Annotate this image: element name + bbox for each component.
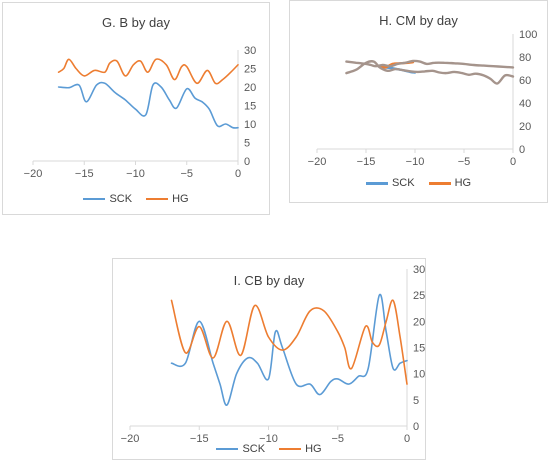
x-tick-label: −5: [458, 156, 471, 168]
x-tick-label: −10: [259, 433, 278, 445]
legend-item-hg: HG: [279, 443, 322, 455]
y-tick-label: 20: [244, 82, 256, 94]
x-tick-label: −10: [406, 156, 425, 168]
legend-swatch-hg: [279, 448, 302, 450]
x-tick-label: −10: [126, 168, 145, 180]
legend-item-hg: HG: [146, 193, 189, 205]
x-tick-label: −5: [331, 433, 344, 445]
chart-plot-i: −20 −15 −10 −5 00 5 10 15 20 25 30: [121, 264, 426, 445]
y-tick-label: 5: [413, 395, 419, 407]
y-tick-label: 10: [244, 119, 256, 131]
chart-panel-g: G. B by day −20 −15 −10 −5 0 0 5 10 15 20 25 30 SCK…: [2, 2, 270, 215]
y-tick-label: 15: [244, 101, 256, 113]
x-tick-label: −20: [121, 433, 140, 445]
y-tick-label: 0: [413, 421, 419, 433]
y-tick-label: 25: [244, 64, 256, 76]
chart-plot-g: −20 −15 −10 −5 00 5 10 15 20 25 30: [24, 45, 257, 180]
y-tick-label: 20: [519, 121, 531, 133]
x-tick-label: 0: [510, 156, 516, 168]
series-line-hg: [57, 58, 239, 85]
series-line-hg: [170, 299, 408, 385]
series-line-unlabeled-3: [345, 60, 515, 85]
y-tick-label: 30: [244, 45, 256, 57]
series-line-sck: [57, 81, 239, 129]
chart-legend: SCK HG: [290, 177, 547, 189]
chart-plot-h: −20 −15 −10 −5 00 20 40 60 80 100: [308, 29, 538, 168]
legend-swatch-sck: [365, 181, 388, 185]
y-tick-label: 60: [519, 75, 531, 87]
y-tick-label: 80: [519, 52, 531, 64]
series-line-sck: [170, 293, 408, 406]
legend-swatch-sck: [83, 198, 106, 200]
x-tick-label: −15: [190, 433, 209, 445]
legend-item-sck: SCK: [83, 193, 132, 205]
y-tick-label: 15: [413, 343, 425, 355]
legend-swatch-hg: [428, 181, 451, 185]
legend-label: HG: [172, 193, 189, 205]
chart-legend: SCK HG: [113, 443, 425, 455]
x-tick-label: −15: [357, 156, 376, 168]
chart-title: H. CM by day: [379, 13, 458, 28]
x-tick-label: −15: [75, 168, 94, 180]
legend-label: SCK: [242, 443, 266, 455]
chart-title: G. B by day: [102, 15, 170, 30]
legend-label: HG: [454, 177, 472, 189]
series-line-unlabeled-2: [345, 59, 515, 69]
legend-item-sck: SCK: [365, 177, 415, 189]
x-tick-label: 0: [404, 433, 410, 445]
y-tick-label: 0: [244, 156, 250, 168]
chart-panel-i: I. CB by day −20 −15 −10 −5 0 0 5 10 15 20 25 30 SC…: [112, 258, 426, 460]
y-tick-label: 20: [413, 316, 425, 328]
legend-item-sck: SCK: [216, 443, 265, 455]
y-tick-label: 0: [519, 144, 525, 156]
y-tick-label: 100: [519, 29, 537, 41]
x-tick-label: −20: [24, 168, 43, 180]
y-tick-label: 30: [413, 264, 425, 276]
legend-swatch-sck: [216, 448, 239, 450]
x-tick-label: −5: [180, 168, 193, 180]
chart-legend: SCK HG: [3, 193, 269, 205]
legend-item-hg: HG: [428, 177, 472, 189]
y-tick-label: 5: [244, 138, 250, 150]
legend-label: SCK: [109, 193, 133, 205]
legend-swatch-hg: [146, 198, 169, 200]
x-tick-label: −20: [308, 156, 327, 168]
legend-label: HG: [305, 443, 322, 455]
y-tick-label: 25: [413, 290, 425, 302]
y-tick-label: 40: [519, 98, 531, 110]
chart-panel-h: H. CM by day −20 −15 −10 −5 0 0 20 40 60 80 100 SC…: [289, 0, 548, 203]
chart-title: I. CB by day: [233, 273, 305, 288]
legend-label: SCK: [391, 177, 415, 189]
x-tick-label: 0: [235, 168, 241, 180]
y-tick-label: 10: [413, 369, 425, 381]
